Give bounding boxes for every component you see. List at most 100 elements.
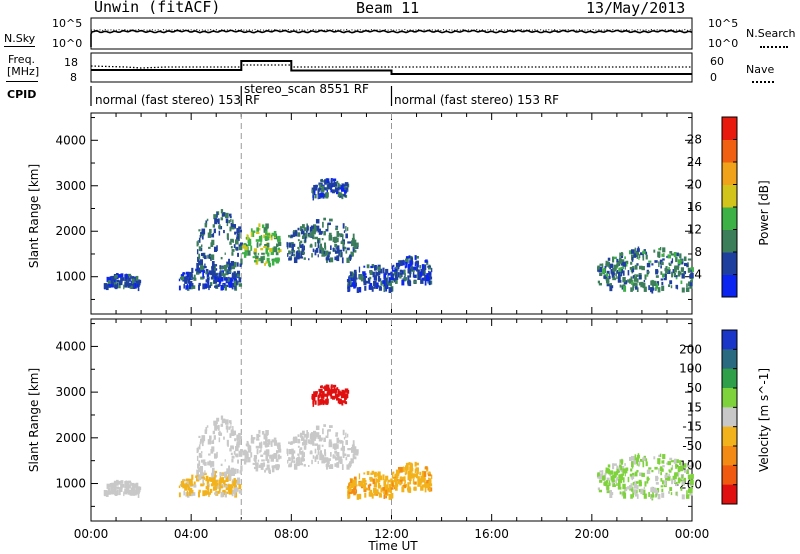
power-scatter-cell bbox=[347, 227, 349, 231]
power-scatter-cell bbox=[238, 277, 242, 283]
power-scatter-cell bbox=[337, 193, 340, 198]
velocity-scatter-cell bbox=[321, 385, 323, 389]
velocity-scatter-cell bbox=[306, 432, 309, 437]
power-scatter-cell bbox=[204, 222, 208, 228]
x-tick-label: 12:00 bbox=[374, 527, 409, 541]
power-scatter-cell bbox=[409, 255, 413, 262]
power-scatter-cell bbox=[350, 240, 354, 247]
velocity-scatter-cell bbox=[231, 489, 235, 494]
power-scatter-cell bbox=[272, 247, 275, 254]
velocity-scatter-cell bbox=[262, 462, 266, 467]
power-scatter-cell bbox=[219, 224, 221, 230]
velocity-scatter-cell bbox=[339, 456, 343, 459]
power-scatter-cell bbox=[392, 273, 395, 276]
power-scatter-cell bbox=[325, 228, 329, 232]
velocity-scatter-cell bbox=[370, 492, 373, 497]
velocity-scatter-cell bbox=[619, 465, 623, 471]
power-scatter-cell bbox=[265, 261, 268, 264]
power-scatter-cell bbox=[617, 276, 621, 282]
velocity-scatter-cell bbox=[231, 455, 235, 459]
velocity-scatter-cell bbox=[642, 489, 646, 495]
velocity-scatter-cell bbox=[228, 484, 233, 490]
velocity-scatter-cell bbox=[211, 473, 215, 478]
velocity-scatter-cell bbox=[243, 458, 247, 465]
velocity-scatter-cell bbox=[397, 470, 400, 477]
velocity-scatter-cell bbox=[681, 494, 685, 500]
velocity-scatter-cell bbox=[405, 463, 408, 467]
velocity-scatter-cell bbox=[201, 459, 205, 463]
velocity-scatter-cell bbox=[420, 486, 424, 491]
velocity-scatter-cell bbox=[238, 484, 242, 490]
velocity-scatter-cell bbox=[277, 442, 281, 447]
power-scatter-cell bbox=[295, 251, 298, 255]
power-scatter-cell bbox=[219, 278, 223, 282]
velocity-scatter-cell bbox=[207, 439, 212, 445]
velocity-scatter-cell bbox=[220, 473, 224, 477]
power-scatter-cell bbox=[395, 266, 398, 269]
power-scatter-cell bbox=[105, 284, 109, 291]
power-scatter-cell bbox=[315, 219, 320, 224]
velocity-scatter-cell bbox=[297, 445, 300, 448]
power-scatter-cell bbox=[421, 277, 424, 280]
power-scatter-cell bbox=[243, 252, 247, 258]
velocity-scatter-cell bbox=[358, 481, 362, 487]
velocity-colorbar-frame bbox=[721, 329, 738, 505]
power-scatter-cell bbox=[353, 274, 357, 278]
power-scatter-cell bbox=[240, 263, 243, 266]
power-scatter-cell bbox=[199, 234, 202, 238]
power-scatter-cell bbox=[660, 271, 663, 275]
velocity-scatter-cell bbox=[256, 450, 259, 455]
power-scatter-cell bbox=[340, 241, 343, 245]
power-scatter-cell bbox=[377, 266, 381, 272]
power-scatter-cell bbox=[670, 260, 673, 264]
power-scatter-cell bbox=[672, 269, 675, 274]
power-scatter-cell bbox=[646, 262, 651, 268]
power-scatter-cell bbox=[425, 276, 430, 282]
power-scatter-cell bbox=[355, 243, 359, 247]
velocity-scatter-cell bbox=[323, 437, 326, 442]
velocity-scatter-cell bbox=[333, 387, 335, 394]
power-scatter-cell bbox=[335, 188, 339, 192]
power-scatter-cell bbox=[633, 276, 638, 282]
velocity-scatter-cell bbox=[234, 487, 237, 493]
freq-panel-frame bbox=[90, 52, 693, 83]
velocity-scatter-cell bbox=[671, 464, 674, 470]
velocity-scatter-cell bbox=[687, 465, 692, 468]
power-scatter-cell bbox=[197, 269, 200, 273]
power-colorbar-label: Power [dB] bbox=[757, 180, 771, 245]
power-scatter-cell bbox=[332, 247, 335, 252]
velocity-scatter-cell bbox=[325, 399, 329, 405]
velocity-scatter-cell bbox=[208, 453, 211, 456]
velocity-scatter-cell bbox=[324, 457, 329, 463]
velocity-scatter-cell bbox=[242, 451, 246, 456]
velocity-scatter-cell bbox=[220, 478, 224, 483]
velocity-scatter-cell bbox=[670, 492, 673, 496]
velocity-colorbar-tick-label: 15 bbox=[687, 400, 702, 414]
power-scatter-cell bbox=[265, 230, 268, 235]
velocity-scatter-cell bbox=[261, 430, 265, 435]
power-scatter-cell bbox=[397, 263, 400, 270]
power-scatter-cell bbox=[265, 248, 269, 255]
power-scatter-cell bbox=[608, 261, 611, 268]
velocity-scatter-cell bbox=[250, 452, 253, 458]
power-scatter-cell bbox=[273, 230, 277, 234]
power-scatter-cell bbox=[271, 232, 274, 236]
power-scatter-cell bbox=[345, 233, 348, 239]
power-scatter-cell bbox=[339, 251, 342, 258]
power-scatter-cell bbox=[324, 179, 328, 185]
power-scatter-cell bbox=[339, 252, 343, 258]
velocity-scatter-cell bbox=[661, 492, 665, 498]
power-scatter-cell bbox=[329, 257, 334, 263]
power-scatter-cell bbox=[349, 280, 352, 286]
power-scatter-cell bbox=[610, 268, 614, 274]
power-scatter-cell bbox=[323, 231, 326, 236]
velocity-scatter-cell bbox=[210, 477, 214, 482]
velocity-scatter-cell bbox=[221, 418, 226, 424]
velocity-scatter-cell bbox=[628, 456, 632, 461]
velocity-scatter-cell bbox=[113, 488, 116, 492]
velocity-scatter-cell bbox=[635, 481, 639, 484]
power-scatter-cell bbox=[278, 242, 282, 247]
velocity-scatter-cell bbox=[631, 475, 635, 480]
power-scatter-cell bbox=[306, 225, 309, 231]
power-scatter-cell bbox=[332, 178, 337, 182]
